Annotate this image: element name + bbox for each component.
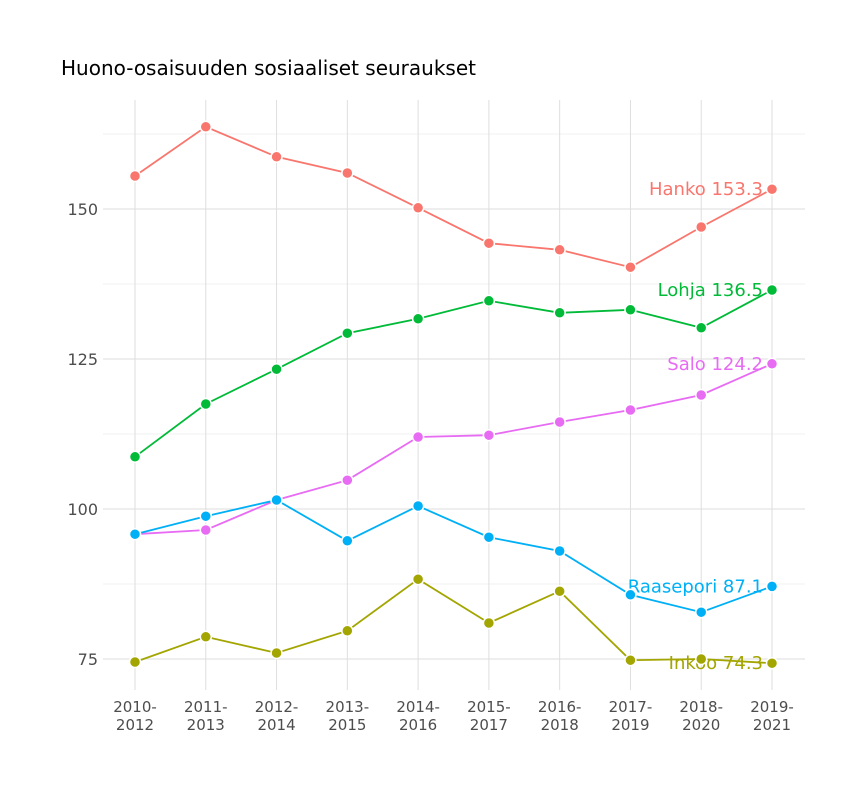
data-point-inkoo [270, 646, 283, 660]
data-point-inkoo [199, 630, 213, 644]
end-label-hanko: Hanko 153.3 [649, 179, 763, 200]
data-point-lohja [482, 294, 496, 308]
data-point-inkoo [128, 655, 142, 669]
data-point-salo [694, 388, 708, 402]
data-point-inkoo [624, 653, 637, 667]
series-line-salo [134, 362, 773, 536]
data-point-lohja [270, 362, 283, 376]
data-point-lohja [199, 397, 213, 411]
series-line-inkoo [134, 578, 773, 665]
data-point-hanko [199, 120, 213, 134]
y-tick-label: 100 [67, 500, 98, 519]
data-point-hanko [341, 166, 354, 180]
x-tick-label: 2018-2020 [679, 698, 723, 734]
data-point-inkoo [411, 572, 425, 586]
y-tick-label: 125 [67, 350, 98, 369]
x-tick-label: 2019-2021 [750, 698, 794, 734]
data-point-salo [482, 428, 496, 442]
series-line-lohja [134, 289, 773, 458]
data-point-salo [765, 357, 779, 371]
x-tick-label: 2015-2017 [467, 698, 511, 734]
data-point-inkoo [765, 656, 779, 670]
data-point-raasepori [270, 493, 283, 507]
x-tick-label: 2011-2013 [184, 698, 228, 734]
data-point-salo [624, 403, 637, 417]
data-point-lohja [765, 283, 779, 297]
data-point-salo [411, 430, 425, 444]
data-point-inkoo [553, 584, 566, 598]
data-point-lohja [411, 312, 425, 326]
data-point-raasepori [341, 534, 354, 548]
data-point-hanko [411, 201, 425, 215]
data-point-inkoo [694, 652, 708, 666]
data-point-hanko [482, 236, 496, 250]
y-tick-label: 75 [78, 650, 98, 669]
data-point-raasepori [553, 544, 566, 558]
end-label-raasepori: Raasepori 87.1 [628, 576, 763, 597]
data-point-raasepori [128, 527, 142, 541]
data-point-salo [341, 473, 354, 487]
data-point-inkoo [341, 624, 354, 638]
y-tick-label: 150 [67, 200, 98, 219]
data-point-lohja [694, 321, 708, 335]
data-point-lohja [341, 326, 354, 340]
data-point-lohja [624, 303, 637, 317]
data-point-hanko [694, 220, 708, 234]
data-point-raasepori [482, 530, 496, 544]
data-point-lohja [128, 450, 142, 464]
series-line-raasepori [134, 499, 773, 614]
data-point-hanko [765, 182, 779, 196]
x-tick-label: 2017-2019 [609, 698, 653, 734]
data-point-hanko [624, 260, 637, 274]
data-point-inkoo [482, 616, 496, 630]
x-tick-label: 2014-2016 [396, 698, 440, 734]
end-label-salo: Salo 124.2 [667, 354, 763, 375]
data-point-raasepori [765, 580, 779, 593]
data-point-salo [553, 415, 566, 429]
data-point-hanko [270, 150, 283, 164]
end-label-lohja: Lohja 136.5 [658, 280, 763, 301]
data-point-hanko [553, 243, 566, 257]
series-line-hanko [134, 125, 773, 269]
end-label-inkoo: Inkoo 74.3 [669, 653, 763, 674]
data-point-lohja [553, 306, 566, 320]
data-point-raasepori [411, 499, 425, 513]
data-point-salo [199, 523, 213, 537]
x-tick-label: 2012-2014 [255, 698, 299, 734]
data-point-raasepori [624, 588, 637, 602]
x-tick-label: 2010-2012 [113, 698, 157, 734]
data-point-hanko [128, 169, 142, 183]
chart-title: Huono-osaisuuden sosiaaliset seuraukset [61, 56, 476, 80]
data-point-raasepori [694, 605, 708, 619]
data-point-raasepori [199, 509, 213, 523]
x-tick-label: 2016-2018 [538, 698, 582, 734]
x-tick-label: 2013-2015 [326, 698, 370, 734]
